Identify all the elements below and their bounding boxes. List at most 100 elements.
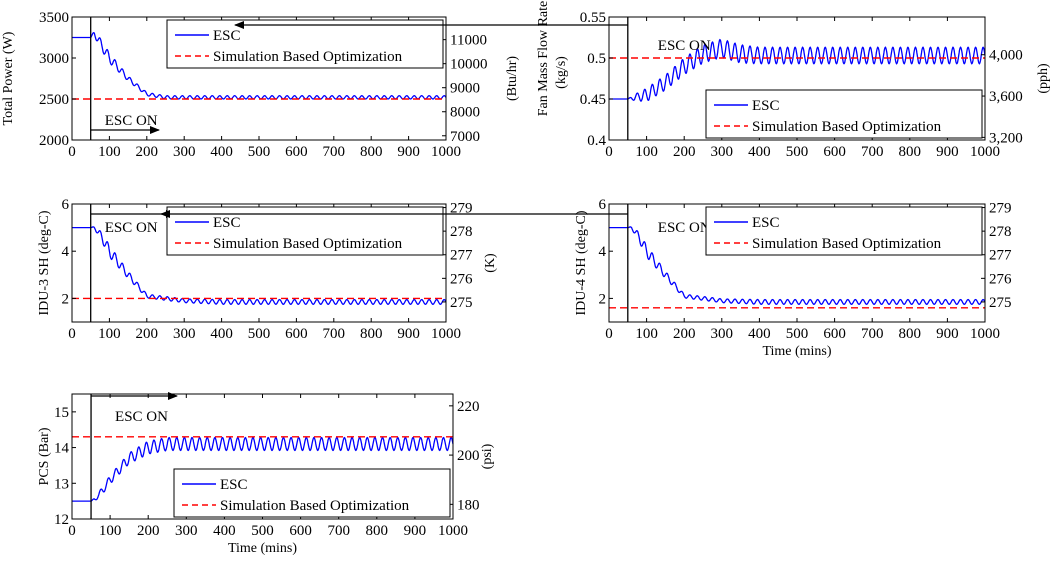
x-tick-label: 500 <box>251 523 274 539</box>
x-tick-label: 0 <box>68 523 76 539</box>
legend-box <box>705 206 983 256</box>
y2-tick-label: 8000 <box>450 105 480 121</box>
y2-tick-label: 277 <box>989 248 1012 264</box>
x-tick-label: 500 <box>248 326 271 342</box>
chart-panel-4: ESC ON 0 100 200 300 400 500 600 700 800 900 1000 2 4… <box>160 197 1012 359</box>
series-esc-line <box>72 32 447 100</box>
x-tick-label: 700 <box>861 144 884 160</box>
y-tick-label: 3500 <box>39 10 69 26</box>
x-tick-label: 1000 <box>431 326 461 342</box>
y-axis-label: PCS (Bar) <box>37 427 52 485</box>
legend-esc-label: ESC <box>752 215 780 231</box>
y-tick-label: 6 <box>599 197 607 213</box>
x-tick-label: 0 <box>68 144 76 160</box>
series-esc-line <box>609 226 986 305</box>
x-tick-label: 100 <box>98 326 121 342</box>
y-tick-label: 15 <box>54 405 69 421</box>
y-tick-label: 13 <box>54 476 69 492</box>
x-tick-label: 200 <box>673 144 696 160</box>
x-tick-label: 600 <box>285 326 308 342</box>
chart-panel-5: ESC ON 0 100 200 300 400 500 600 700 800 900 1000 12… <box>37 392 495 556</box>
x-tick-label: 800 <box>360 326 383 342</box>
legend: ESC Simulation Based Optimization <box>173 468 451 518</box>
legend-esc-label: ESC <box>213 28 241 44</box>
x-tick-label: 400 <box>210 326 233 342</box>
chart-panel-3: ESC ON 0 100 200 300 400 500 600 700 800 900 1000 2 4… <box>37 197 498 342</box>
x-tick-label: 600 <box>289 523 312 539</box>
y2-axis-label: (psi) <box>480 443 495 469</box>
y2-tick-label: 9000 <box>450 81 480 97</box>
legend-box <box>166 206 444 256</box>
y-axis-label: Fan Mass Flow Rate <box>536 1 551 117</box>
y2-tick-label: 276 <box>989 271 1012 287</box>
legend-optimization-label: Simulation Based Optimization <box>213 236 403 252</box>
y-tick-label: 0.4 <box>587 133 606 149</box>
y2-tick-label: 3,600 <box>989 89 1023 105</box>
y2-axis-label: (K) <box>483 253 498 273</box>
x-tick-label: 200 <box>137 523 160 539</box>
legend-optimization-label: Simulation Based Optimization <box>220 498 410 514</box>
x-tick-label: 400 <box>213 523 236 539</box>
x-tick-label: 900 <box>936 144 959 160</box>
x-tick-label: 700 <box>861 326 884 342</box>
y2-tick-label: 10000 <box>450 57 488 73</box>
x-tick-label: 700 <box>323 326 346 342</box>
y-tick-label: 2 <box>62 291 70 307</box>
y-tick-label: 0.55 <box>580 10 606 26</box>
x-tick-label: 400 <box>748 144 771 160</box>
x-tick-label: 100 <box>635 326 658 342</box>
y2-axis-label: (pph) <box>1036 63 1051 94</box>
series-esc-line <box>72 436 454 502</box>
y-tick-label: 4 <box>599 244 607 260</box>
y2-tick-label: 7000 <box>450 129 480 145</box>
x-tick-label: 500 <box>786 326 809 342</box>
legend-box <box>166 19 444 69</box>
legend-box <box>705 89 983 139</box>
x-tick-label: 100 <box>98 144 121 160</box>
legend-esc-label: ESC <box>752 98 780 114</box>
x-tick-label: 1000 <box>970 144 1000 160</box>
y2-tick-label: 4,000 <box>989 48 1023 64</box>
x-tick-label: 900 <box>397 144 420 160</box>
y2-axis-label: (Btu/hr) <box>505 56 520 101</box>
x-tick-label: 300 <box>711 144 734 160</box>
x-tick-label: 300 <box>711 326 734 342</box>
y-axis-label: IDU-4 SH (deg-C) <box>574 210 589 315</box>
y-tick-label: 0.5 <box>587 51 606 67</box>
y-axis-label: Total Power (W) <box>1 31 16 125</box>
y-tick-label: 12 <box>54 512 69 528</box>
x-tick-label: 900 <box>397 326 420 342</box>
legend: ESC Simulation Based Optimization <box>705 206 983 256</box>
x-tick-label: 0 <box>68 326 76 342</box>
x-tick-label: 900 <box>404 523 427 539</box>
y2-tick-label: 279 <box>989 201 1012 217</box>
y-axis-label: IDU-3 SH (deg-C) <box>37 210 52 315</box>
y2-tick-label: 11000 <box>450 33 487 49</box>
legend: ESC Simulation Based Optimization <box>166 19 444 69</box>
y-axis-label-unit: (kg/s) <box>554 56 569 89</box>
y2-tick-label: 200 <box>457 448 480 464</box>
x-tick-label: 1000 <box>438 523 468 539</box>
legend-esc-label: ESC <box>220 477 248 493</box>
y2-tick-label: 276 <box>450 271 473 287</box>
chart-panel-1: ESC ON 0 100 200 300 400 500 600 700 800 900 1000 20… <box>1 10 520 160</box>
y2-tick-label: 278 <box>989 224 1012 240</box>
x-tick-label: 600 <box>823 144 846 160</box>
esc-on-label: ESC ON <box>105 113 158 129</box>
x-axis-label: Time (mins) <box>762 344 831 359</box>
esc-on-label: ESC ON <box>115 409 168 425</box>
y-tick-label: 2500 <box>39 92 69 108</box>
x-tick-label: 400 <box>748 326 771 342</box>
series-esc-line <box>72 226 447 305</box>
x-tick-label: 1000 <box>970 326 1000 342</box>
legend: ESC Simulation Based Optimization <box>166 206 444 256</box>
y2-tick-label: 220 <box>457 399 480 415</box>
x-tick-label: 300 <box>173 144 196 160</box>
legend: ESC Simulation Based Optimization <box>705 89 983 139</box>
esc-on-label: ESC ON <box>658 220 711 236</box>
legend-optimization-label: Simulation Based Optimization <box>213 49 403 65</box>
y-tick-label: 14 <box>54 441 70 457</box>
legend-esc-label: ESC <box>213 215 241 231</box>
x-tick-label: 700 <box>323 144 346 160</box>
